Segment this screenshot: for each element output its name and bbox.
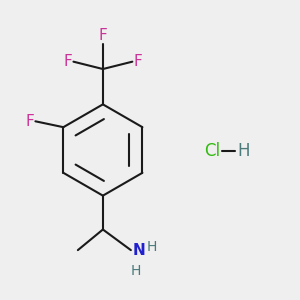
Text: F: F — [25, 114, 34, 129]
Text: N: N — [132, 243, 145, 258]
Text: F: F — [98, 28, 107, 43]
Text: F: F — [63, 54, 72, 69]
Text: F: F — [134, 54, 142, 69]
Text: Cl: Cl — [205, 142, 220, 160]
Text: H: H — [146, 240, 157, 254]
Text: H: H — [238, 142, 250, 160]
Text: H: H — [131, 264, 141, 278]
